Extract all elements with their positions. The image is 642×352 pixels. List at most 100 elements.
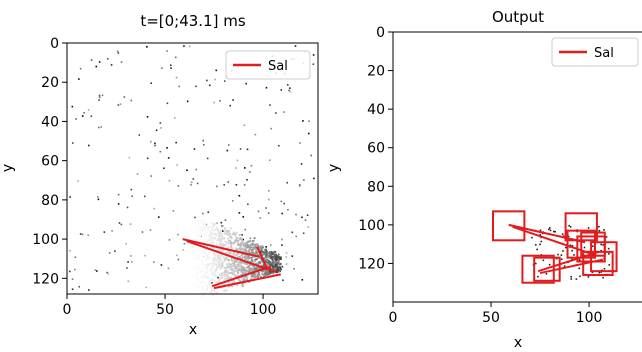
event-pixel bbox=[146, 116, 149, 118]
event-pixel bbox=[136, 173, 139, 175]
event-pixel bbox=[255, 262, 258, 265]
event-pixel bbox=[245, 82, 247, 85]
event-pixel bbox=[254, 260, 256, 262]
event-pixel bbox=[205, 263, 208, 266]
event-pixel bbox=[226, 252, 229, 254]
event-pixel bbox=[255, 250, 258, 252]
event-pixel bbox=[183, 45, 185, 47]
event-pixel bbox=[201, 280, 204, 282]
left-xtick-label: 0 bbox=[63, 302, 72, 318]
event-pixel bbox=[229, 104, 231, 107]
event-pixel bbox=[232, 232, 235, 235]
event-pixel bbox=[565, 246, 567, 249]
event-pixel bbox=[254, 133, 257, 136]
event-pixel bbox=[256, 267, 258, 270]
event-pixel bbox=[265, 249, 267, 252]
event-pixel bbox=[256, 253, 259, 256]
event-pixel bbox=[189, 260, 192, 263]
event-pixel bbox=[270, 253, 273, 256]
event-pixel bbox=[244, 269, 247, 271]
event-pixel bbox=[79, 233, 82, 235]
event-pixel bbox=[269, 244, 272, 246]
event-pixel bbox=[208, 282, 211, 285]
event-pixel bbox=[233, 275, 236, 278]
event-pixel bbox=[240, 271, 243, 273]
event-pixel bbox=[271, 252, 274, 255]
event-pixel bbox=[251, 240, 254, 242]
event-pixel bbox=[188, 285, 190, 288]
event-pixel bbox=[261, 270, 264, 273]
event-pixel bbox=[201, 276, 204, 278]
event-pixel bbox=[273, 268, 276, 271]
event-pixel bbox=[249, 264, 252, 267]
event-pixel bbox=[95, 270, 98, 272]
event-pixel bbox=[234, 240, 237, 243]
event-pixel bbox=[218, 262, 220, 265]
event-pixel bbox=[218, 243, 220, 246]
event-pixel bbox=[229, 277, 232, 280]
event-pixel bbox=[209, 267, 212, 270]
event-pixel bbox=[204, 252, 207, 255]
event-pixel bbox=[97, 196, 99, 198]
event-pixel bbox=[216, 238, 219, 241]
event-pixel bbox=[273, 250, 276, 253]
event-pixel bbox=[195, 277, 198, 280]
sal-box bbox=[590, 241, 618, 273]
event-pixel bbox=[169, 64, 172, 67]
event-pixel bbox=[195, 85, 197, 88]
event-pixel bbox=[239, 257, 242, 260]
event-pixel bbox=[264, 272, 267, 274]
event-pixel bbox=[240, 267, 242, 270]
event-pixel bbox=[194, 290, 197, 293]
right-sal-segment bbox=[508, 223, 586, 244]
event-pixel bbox=[200, 281, 202, 284]
event-pixel bbox=[202, 223, 205, 226]
event-pixel bbox=[216, 239, 219, 242]
event-pixel bbox=[228, 251, 230, 254]
event-pixel bbox=[293, 268, 295, 270]
event-pixel bbox=[214, 237, 216, 240]
event-pixel bbox=[221, 265, 224, 267]
event-pixel bbox=[193, 283, 196, 286]
event-pixel bbox=[269, 256, 272, 259]
event-pixel bbox=[257, 210, 260, 213]
event-pixel bbox=[264, 248, 267, 251]
event-pixel bbox=[188, 221, 191, 224]
event-pixel bbox=[223, 184, 226, 186]
event-pixel bbox=[270, 250, 273, 253]
event-pixel bbox=[188, 257, 191, 260]
event-pixel bbox=[236, 274, 238, 277]
event-pixel bbox=[221, 234, 223, 237]
right-ytick-label: 0 bbox=[376, 25, 385, 41]
event-pixel bbox=[244, 246, 247, 249]
event-pixel bbox=[225, 277, 228, 280]
event-pixel bbox=[239, 245, 242, 248]
event-pixel bbox=[276, 258, 279, 261]
event-pixel bbox=[534, 262, 537, 265]
event-pixel bbox=[177, 233, 179, 236]
event-pixel bbox=[251, 274, 254, 277]
event-pixel bbox=[267, 189, 270, 192]
event-pixel bbox=[231, 262, 234, 265]
event-pixel bbox=[226, 149, 229, 152]
event-pixel bbox=[291, 255, 294, 257]
event-pixel bbox=[238, 267, 241, 270]
event-pixel bbox=[189, 258, 192, 261]
event-pixel bbox=[249, 237, 252, 240]
event-pixel bbox=[263, 251, 266, 253]
event-pixel bbox=[244, 249, 247, 252]
left-ytick-label: 80 bbox=[41, 193, 59, 209]
event-pixel bbox=[212, 257, 215, 260]
event-pixel bbox=[191, 251, 194, 254]
event-pixel bbox=[222, 246, 225, 248]
event-pixel bbox=[238, 247, 241, 250]
event-pixel bbox=[298, 184, 301, 187]
event-pixel bbox=[125, 242, 127, 245]
event-pixel bbox=[172, 210, 175, 212]
event-pixel bbox=[87, 234, 90, 237]
event-pixel bbox=[265, 253, 268, 256]
event-pixel bbox=[77, 180, 79, 182]
event-pixel bbox=[219, 273, 221, 276]
event-pixel bbox=[278, 270, 281, 273]
event-pixel bbox=[193, 238, 196, 241]
